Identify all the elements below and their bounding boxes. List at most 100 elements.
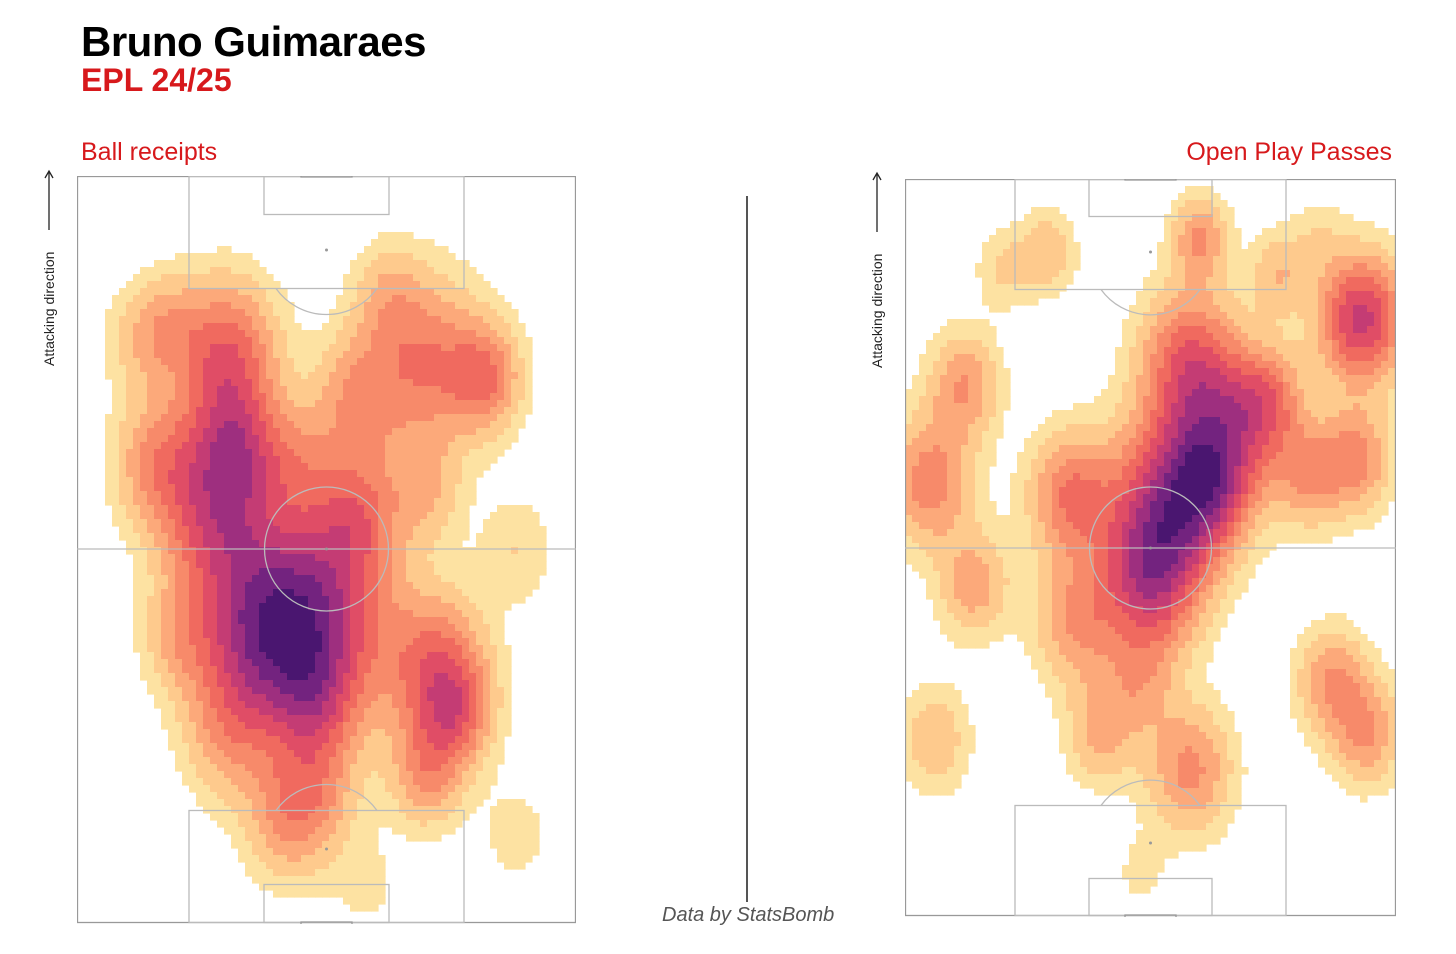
heatmap-cell [1388,235,1396,243]
heatmap-cell [434,337,442,345]
heatmap-cell [385,281,393,289]
heatmap-cell [266,435,274,443]
heatmap-cell [196,295,204,303]
heatmap-cell [175,680,183,688]
heatmap-cell [434,575,442,583]
heatmap-cell [357,470,365,478]
heatmap-cell [1325,242,1333,250]
heatmap-cell [301,617,309,625]
heatmap-cell [224,344,232,352]
heatmap-cell [336,778,344,786]
heatmap-cell [329,624,337,632]
heatmap-cell [497,561,505,569]
heatmap-cell [154,568,162,576]
heatmap-cell [217,554,225,562]
heatmap-cell [189,785,197,793]
heatmap-cell [441,484,449,492]
heatmap-cell [476,421,484,429]
heatmap-cell [413,337,421,345]
heatmap-cell [245,407,253,415]
heatmap-cell [217,393,225,401]
heatmap-cell [385,386,393,394]
heatmap-cell [266,295,274,303]
heatmap-cell [252,260,260,268]
heatmap-cell [147,330,155,338]
heatmap-cell [182,330,190,338]
heatmap-cell [203,428,211,436]
heatmap-cell [231,267,239,275]
heatmap-cell [476,785,484,793]
heatmap-cell [385,736,393,744]
heatmap-cell [203,407,211,415]
heatmap-cell [280,358,288,366]
heatmap-cell [385,393,393,401]
heatmap-cell [189,323,197,331]
heatmap-cell [343,806,351,814]
heatmap-cell [399,358,407,366]
heatmap-cell [210,589,218,597]
heatmap-cell [455,358,463,366]
heatmap-cell [280,477,288,485]
heatmap-cell [420,778,428,786]
heatmap-cell [469,715,477,723]
heatmap-cell [1311,207,1319,215]
heatmap-cell [147,274,155,282]
heatmap-cell [490,806,498,814]
heatmap-cell [315,512,323,520]
heatmap-cell [336,435,344,443]
heatmap-cell [504,694,512,702]
heatmap-cell [224,771,232,779]
heatmap-cell [1269,256,1277,264]
heatmap-cell [364,708,372,716]
heatmap-cell [413,400,421,408]
heatmap-cell [392,365,400,373]
heatmap-cell [259,687,267,695]
heatmap-cell [420,302,428,310]
heatmap-cell [357,813,365,821]
heatmap-cell [210,421,218,429]
heatmap-cell [413,715,421,723]
heatmap-cell [1297,256,1305,264]
heatmap-cell [518,407,526,415]
heatmap-cell [217,442,225,450]
heatmap-cell [455,393,463,401]
heatmap-cell [504,827,512,835]
heatmap-cell [392,540,400,548]
heatmap-cell [336,715,344,723]
heatmap-cell [399,288,407,296]
heatmap-cell [413,323,421,331]
heatmap-cell [224,680,232,688]
heatmap-cell [476,302,484,310]
heatmap-cell [322,372,330,380]
heatmap-cell [371,386,379,394]
heatmap-cell [301,820,309,828]
heatmap-cell [168,680,176,688]
heatmap-cell [266,792,274,800]
heatmap-cell [469,498,477,506]
heatmap-cell [252,400,260,408]
heatmap-cell [217,645,225,653]
heatmap-cell [371,491,379,499]
heatmap-cell [371,316,379,324]
heatmap-cell [378,785,386,793]
heatmap-cell [1255,256,1263,264]
heatmap-cell [413,617,421,625]
heatmap-cell [329,617,337,625]
heatmap-cell [224,316,232,324]
heatmap-cell [273,519,281,527]
heatmap-cell [175,519,183,527]
heatmap-cell [168,428,176,436]
heatmap-cell [469,666,477,674]
heatmap-cell [525,365,533,373]
heatmap-cell [539,547,547,555]
heatmap-cell [329,701,337,709]
heatmap-cell [161,379,169,387]
heatmap-cell [462,554,470,562]
heatmap-cell [196,680,204,688]
heatmap-cell [483,295,491,303]
heatmap-cell [196,421,204,429]
heatmap-cell [196,253,204,261]
heatmap-cell [504,806,512,814]
heatmap-cell [252,393,260,401]
heatmap-cell [504,862,512,870]
